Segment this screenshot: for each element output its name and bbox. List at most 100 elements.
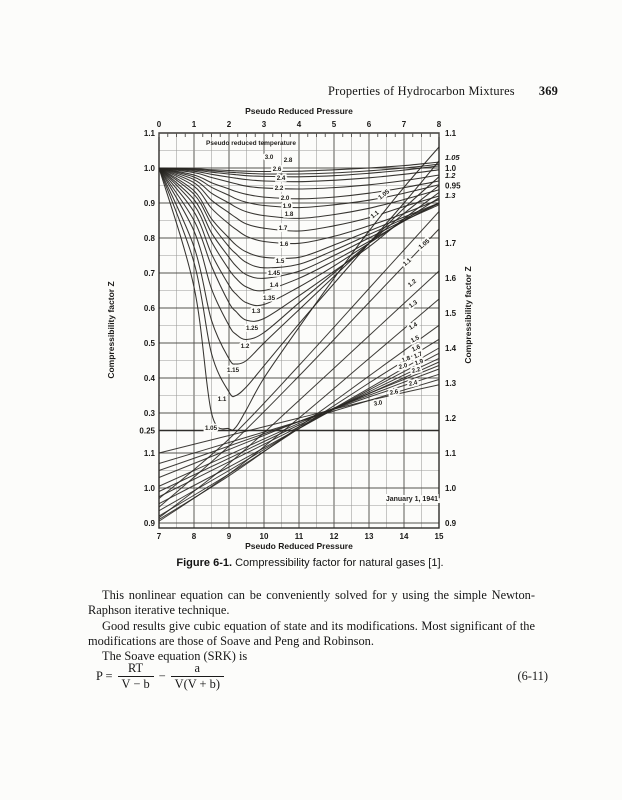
tpr-label-hp-2.2: 2.2 — [411, 366, 422, 375]
isotherm-curve-tpr-1.05 — [158, 211, 440, 499]
isotherm-curve-tpr-2.6 — [158, 165, 440, 178]
tpr-label-1.25: 1.25 — [246, 325, 259, 332]
right-axis-lower-tick: 1.4 — [445, 344, 457, 353]
right-edge-tpr-label: 1.05 — [445, 153, 460, 162]
tpr-label-3.0: 3.0 — [265, 154, 274, 161]
left-axis-tick: 0.25 — [139, 426, 155, 435]
left-axis-lower-tick: 1.1 — [144, 449, 156, 458]
left-axis-tick: 0.3 — [144, 409, 156, 418]
axis-labels: 0 1 2 3 4 5 6 7 87 8 9 10 11 12 13 14 151.11.00.90.80.70… — [106, 106, 473, 551]
tpr-label-hp-2.6: 2.6 — [389, 388, 399, 396]
right-axis-lower-tick: 1.1 — [445, 449, 457, 458]
tpr-label-hp-1.3: 1.3 — [408, 299, 420, 310]
isotherm-curve-tpr-3.0 — [158, 161, 440, 173]
isotherm-curve-tpr-3.0 — [158, 384, 440, 454]
left-axis-lower-tick: 0.9 — [144, 519, 156, 528]
left-axis-tick: 0.7 — [144, 269, 156, 278]
figure-caption: Figure 6-1. Compressibility factor for n… — [95, 557, 525, 569]
tpr-label-1.1: 1.1 — [218, 396, 227, 403]
top-axis-tick: 4 — [297, 120, 302, 129]
right-axis-tick: 1.1 — [445, 129, 457, 138]
isotherm-curve-tpr-1.4 — [158, 324, 440, 520]
bottom-axis-tick: 9 — [227, 532, 232, 541]
tpr-label-1.7: 1.7 — [279, 225, 288, 232]
body-text: This nonlinear equation can be convenien… — [88, 588, 535, 664]
isotherm-curve-tpr-2.0 — [158, 365, 440, 487]
tpr-label-hp-1.2: 1.2 — [407, 278, 419, 289]
bottom-axis-tick: 13 — [365, 532, 374, 541]
tpr-label-1.4: 1.4 — [270, 282, 279, 289]
figure-caption-label: Figure 6-1. — [176, 557, 233, 569]
grid-lines — [158, 132, 440, 529]
left-axis-tick: 0.5 — [144, 339, 156, 348]
equation-number: (6-11) — [517, 669, 548, 683]
left-axis-tick: 0.9 — [144, 199, 156, 208]
paragraph: The Soave equation (SRK) is — [102, 649, 248, 664]
tpr-label-1.9: 1.9 — [283, 203, 292, 210]
right-axis-lower-tick: 1.7 — [445, 239, 457, 248]
top-axis-title: Pseudo Reduced Pressure — [245, 106, 353, 116]
top-axis-tick: 6 — [367, 120, 372, 129]
isotherm-curve-tpr-1.05 — [158, 146, 440, 431]
equation-fraction-1: RT V − b — [117, 662, 154, 691]
top-axis-tick: 1 — [192, 120, 197, 129]
top-axis-tick: 0 — [157, 120, 162, 129]
right-axis-lower-tick: 1.0 — [445, 484, 457, 493]
bottom-axis-tick: 7 — [157, 532, 162, 541]
low-pressure-isotherms — [158, 146, 440, 431]
isotherm-curve-tpr-1.6 — [158, 347, 440, 512]
isotherm-curve-tpr-1.7 — [158, 352, 440, 505]
bottom-axis-tick: 8 — [192, 532, 197, 541]
paragraph: This nonlinear equation can be convenien… — [88, 588, 535, 618]
bottom-axis-tick: 14 — [400, 532, 409, 541]
tpr-label-hp-2.0: 2.0 — [398, 362, 409, 371]
tpr-label-1.5: 1.5 — [276, 258, 285, 265]
curve-value-labels: 3.0 2.82.62.42.22.01.91.81.71.61.51.451.4… — [203, 152, 433, 434]
tpr-label-1.35: 1.35 — [263, 295, 276, 302]
tpr-label-1.6: 1.6 — [280, 241, 289, 248]
isotherm-curve-tpr-1.9 — [158, 167, 440, 209]
tpr-label-hp-1.5: 1.5 — [410, 334, 421, 344]
bottom-axis-tick: 15 — [435, 532, 444, 541]
isotherm-curve-tpr-1.8 — [158, 167, 440, 219]
equation-lhs: P = — [96, 669, 113, 683]
isotherm-curve-tpr-1.5 — [158, 167, 440, 259]
isotherm-curve-tpr-2.6 — [158, 379, 440, 464]
bottom-axis-tick: 11 — [295, 532, 304, 541]
page-number: 369 — [538, 84, 558, 98]
right-axis-lower-tick: 1.6 — [445, 274, 457, 283]
isotherm-curve-tpr-2.4 — [158, 167, 440, 183]
isotherm-curve-tpr-1.1 — [158, 228, 440, 508]
isotherm-curve-tpr-2.0 — [158, 167, 440, 200]
plot-border — [158, 132, 440, 529]
equation-fraction-2: a V(V + b) — [170, 662, 224, 691]
running-title: Properties of Hydrocarbon Mixtures — [328, 84, 515, 98]
bottom-axis-tick: 12 — [330, 532, 339, 541]
isotherm-curve-tpr-1.8 — [158, 358, 440, 498]
isotherm-curve-tpr-1.1 — [158, 160, 440, 398]
isotherm-curve-tpr-1.25 — [158, 167, 440, 322]
tpr-label-2.8: 2.8 — [284, 157, 293, 164]
tpr-label-hp-1.7: 1.7 — [413, 350, 424, 360]
equation-numerator-1: RT — [117, 662, 154, 677]
date-note: January 1, 1941 — [386, 496, 438, 503]
tpr-label-1.8: 1.8 — [285, 211, 294, 218]
right-axis-title: Compressibility factor Z — [463, 266, 473, 363]
figure-caption-text: Compressibility factor for natural gases… — [235, 557, 444, 569]
tpr-label-hp-2.4: 2.4 — [408, 379, 418, 388]
equation-numerator-2: a — [170, 662, 224, 677]
tpr-label-2.0: 2.0 — [281, 195, 290, 202]
tpr-label-hp-1.1: 1.1 — [402, 257, 414, 268]
equation-srk: P = RT V − b − a V(V + b) (6-11) — [96, 662, 548, 691]
tpr-label-hp-1.6: 1.6 — [411, 343, 422, 353]
isotherm-curve-tpr-1.3 — [158, 298, 440, 522]
tpr-label-1.3: 1.3 — [252, 308, 261, 315]
bottom-axis-title: Pseudo Reduced Pressure — [245, 541, 353, 551]
tpr-label-hp-1.9: 1.9 — [414, 358, 425, 367]
top-axis-tick: 8 — [437, 120, 442, 129]
left-axis-title: Compressibility factor Z — [106, 281, 116, 378]
right-axis-lower-tick: 1.2 — [445, 414, 457, 423]
equation-denominator-1: V − b — [121, 677, 150, 691]
page-header: Properties of Hydrocarbon Mixtures 369 — [328, 84, 558, 99]
left-axis-tick: 0.6 — [144, 304, 156, 313]
